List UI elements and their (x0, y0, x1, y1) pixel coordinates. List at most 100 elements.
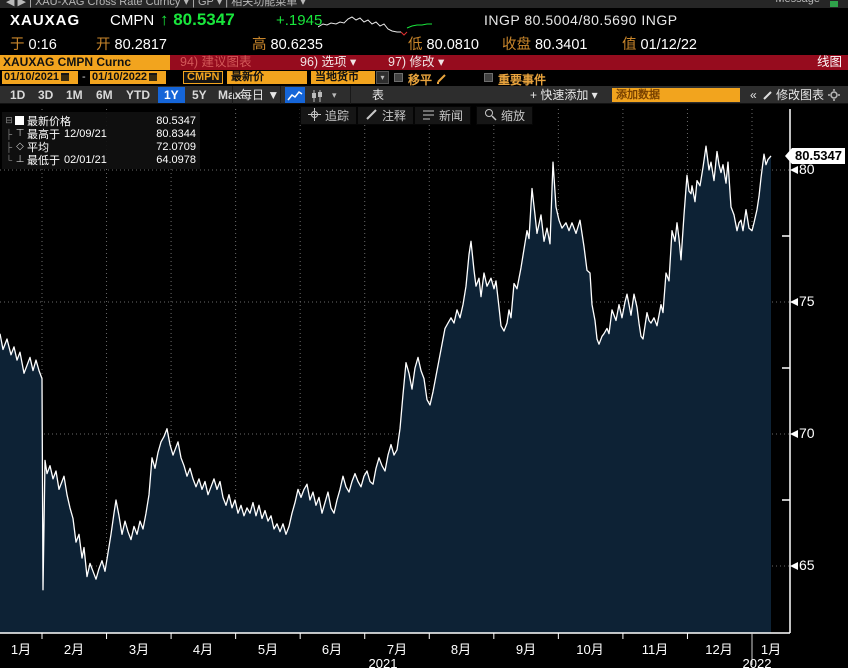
source-select[interactable]: CMPN (183, 71, 224, 84)
period-button-max[interactable]: Max (218, 88, 242, 102)
currency-dropdown-arrow[interactable]: ▾ (376, 71, 389, 84)
open-label: 开 (96, 37, 111, 53)
gear-icon[interactable] (828, 89, 840, 101)
pricing-source: CMPN (110, 12, 155, 29)
pencil-icon[interactable] (436, 72, 448, 84)
price-chart[interactable]: ⊟ 最新价格 80.5347 ├ ⊤ 最高于 12/09/21 80.8344 ├ ◇ 平均 72.0… (0, 104, 848, 668)
legend-marker-icon: ⊤ (15, 128, 25, 139)
last-price-axis-badge: 80.5347 (785, 148, 845, 164)
date-separator: - (82, 71, 86, 83)
x-axis-month-label: 7月 (386, 642, 408, 657)
ticker-symbol: XAUXAG (10, 12, 81, 29)
price-change: +.1945 (276, 12, 323, 29)
security-input[interactable]: XAUXAG CMPN Curnc (0, 55, 170, 70)
bid-ask-quote: INGP 80.5004/80.5690 INGP (484, 12, 678, 28)
series-color-swatch (15, 116, 24, 125)
quote-header: XAUXAG CMPN ↑ 80.5347 +.1945 INGP 80.500… (0, 8, 848, 55)
period-button-ytd[interactable]: YTD (126, 88, 150, 102)
legend-date: 12/09/21 (64, 127, 107, 140)
x-axis-year-label: 2022 (742, 656, 772, 668)
x-axis-month-label: 11月 (641, 642, 669, 657)
events-checkbox[interactable] (484, 73, 493, 82)
magnify-icon (484, 108, 497, 124)
calendar-icon[interactable] (149, 73, 158, 81)
price-field-select[interactable]: 最新价 (227, 71, 307, 84)
options-menu[interactable]: 96) 选项 ▾ (300, 55, 357, 69)
period-button-3d[interactable]: 3D (38, 88, 54, 102)
message-button[interactable]: Message (775, 0, 820, 5)
y-axis-label: 65 (799, 557, 815, 573)
quick-add-button[interactable]: + 快速添加 ▾ (530, 88, 598, 102)
chart-tool-news-button[interactable]: 新闻 (414, 106, 472, 125)
edit-chart-button[interactable]: 修改图表 (776, 88, 825, 102)
period-button-1m[interactable]: 1M (66, 88, 83, 102)
calendar-icon[interactable] (61, 73, 70, 81)
events-label: 重要事件 (498, 73, 547, 87)
legend-tree-icon: ⊟ (5, 115, 13, 125)
legend-label: 平均 (27, 141, 49, 154)
smooth-label: 移平 (408, 73, 433, 87)
crosshair-icon (308, 107, 321, 124)
pencil-icon (365, 108, 378, 124)
legend-date: 02/01/21 (64, 153, 107, 166)
collapse-button[interactable]: « (750, 88, 757, 102)
modify-menu[interactable]: 97) 修改 ▾ (388, 55, 445, 69)
legend-marker-icon: ⊥ (15, 154, 25, 165)
chart-legend: ⊟ 最新价格 80.5347 ├ ⊤ 最高于 12/09/21 80.8344 ├ ◇ 平均 72.0… (2, 112, 200, 169)
date-to-input[interactable]: 01/10/2022 (90, 71, 166, 84)
window-top-toolbar: ◀ ▶ | XAU-XAG Cross Rate Curncy ▾ | GP ▾… (0, 0, 848, 8)
chart-tool-crosshair-button[interactable]: 追踪 (300, 106, 358, 125)
x-axis-month-label: 5月 (257, 642, 279, 657)
add-data-input[interactable]: 添加数据 (612, 88, 740, 102)
x-axis-month-label: 2月 (63, 642, 85, 657)
date-from-input[interactable]: 01/10/2021 (2, 71, 78, 84)
period-button-6m[interactable]: 6M (96, 88, 113, 102)
chart-tool-pencil-button[interactable]: 注释 (357, 106, 415, 125)
legend-row: └ ⊥ 最低于 02/01/21 64.0978 (4, 153, 196, 167)
legend-tree-icon: └ (5, 154, 13, 165)
legend-value: 64.0978 (156, 153, 196, 166)
line-chart-type-button[interactable] (285, 87, 305, 103)
close-label: 收盘 (502, 37, 531, 53)
legend-value: 80.8344 (156, 127, 196, 140)
legend-row: ⊟ 最新价格 80.5347 (4, 114, 196, 128)
legend-marker-icon: ◇ (16, 141, 24, 152)
x-axis-year-label: 2021 (368, 656, 398, 668)
x-axis-month-label: 9月 (515, 642, 537, 657)
time-label: 于 (10, 37, 25, 53)
period-button-5y[interactable]: 5Y (192, 88, 207, 102)
top-toolbar-title[interactable]: ◀ ▶ | XAU-XAG Cross Rate Curncy ▾ | GP ▾… (6, 0, 306, 8)
smooth-checkbox[interactable] (394, 73, 403, 82)
x-axis-month-label: 4月 (192, 642, 214, 657)
candlestick-chart-type-button[interactable] (307, 87, 327, 103)
chart-type-dropdown-arrow[interactable]: ▾ (332, 90, 337, 100)
legend-row: ├ ⊤ 最高于 12/09/21 80.8344 (4, 127, 196, 141)
ohlc-row: 于 0:16 开 80.2817 高 80.6235 低 80.0810 收盘 … (10, 37, 697, 53)
chart-controls-row: 01/10/2021 - 01/10/2022 CMPN 最新价 当地货币 ▾ … (0, 70, 848, 87)
x-axis-month-label: 6月 (321, 642, 343, 657)
x-axis-month-label: 12月 (705, 642, 733, 657)
period-button-1d[interactable]: 1D (10, 88, 26, 102)
low-label: 低 (408, 37, 423, 53)
table-button[interactable]: 表 (372, 88, 385, 102)
chart-tool-magnify-button[interactable]: 缩放 (476, 106, 534, 125)
legend-label: 最高于 (27, 128, 60, 141)
x-axis-month-label: 3月 (128, 642, 150, 657)
suggested-charts-menu[interactable]: 94) 建议图表 (180, 55, 252, 69)
currency-select[interactable]: 当地货币 (311, 71, 375, 84)
x-axis-month-label: 1月 (760, 642, 782, 657)
x-axis-month-label: 1月 (10, 642, 32, 657)
x-axis-month-label: 10月 (576, 642, 604, 657)
last-price: ↑ 80.5347 (160, 10, 235, 29)
legend-label: 最新价格 (27, 115, 71, 128)
frequency-select[interactable]: 每日 ▼ (240, 88, 280, 102)
legend-tree-icon: ├ (5, 128, 13, 139)
legend-label: 最低于 (27, 154, 60, 167)
high-label: 高 (252, 37, 267, 53)
y-axis-label: 70 (799, 425, 815, 441)
legend-value: 72.0709 (156, 140, 196, 153)
period-button-1y[interactable]: 1Y (158, 87, 185, 103)
legend-row: ├ ◇ 平均 72.0709 (4, 140, 196, 154)
chart-canvas[interactable] (0, 104, 848, 668)
